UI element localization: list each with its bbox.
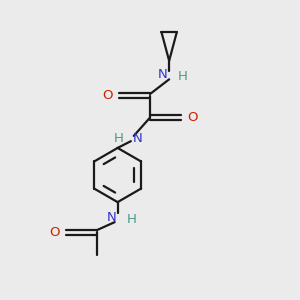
Text: H: H	[178, 70, 188, 83]
Text: N: N	[106, 211, 116, 224]
Text: O: O	[187, 111, 197, 124]
Text: O: O	[103, 89, 113, 102]
Text: N: N	[132, 132, 142, 145]
Text: O: O	[50, 226, 60, 239]
Text: N: N	[158, 68, 168, 81]
Text: H: H	[126, 213, 136, 226]
Text: H: H	[114, 132, 124, 145]
